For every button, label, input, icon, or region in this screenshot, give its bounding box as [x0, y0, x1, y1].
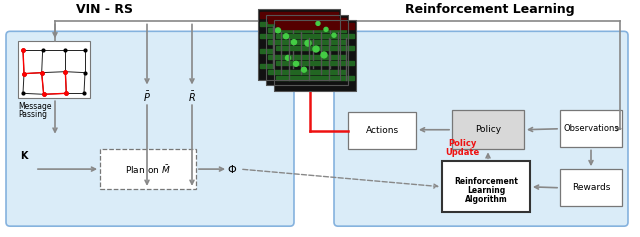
Text: Observations: Observations: [563, 124, 619, 133]
Circle shape: [324, 27, 328, 31]
Bar: [258, 9, 340, 80]
Circle shape: [305, 40, 311, 46]
FancyBboxPatch shape: [334, 31, 628, 226]
Text: $\bar{P}$: $\bar{P}$: [143, 90, 151, 104]
Bar: [274, 20, 356, 91]
Text: Policy: Policy: [475, 125, 501, 134]
FancyBboxPatch shape: [452, 110, 524, 149]
Text: Passing: Passing: [18, 110, 47, 119]
Bar: [276, 46, 354, 50]
Circle shape: [332, 33, 336, 37]
Bar: [266, 15, 348, 86]
Bar: [260, 12, 338, 18]
Bar: [276, 76, 354, 80]
FancyBboxPatch shape: [560, 169, 622, 206]
Bar: [266, 15, 348, 86]
Text: Update: Update: [445, 148, 479, 157]
Bar: [260, 23, 338, 26]
Circle shape: [313, 46, 319, 52]
Text: Message: Message: [18, 102, 51, 111]
Circle shape: [285, 55, 291, 60]
FancyBboxPatch shape: [100, 149, 196, 189]
Bar: [268, 55, 346, 59]
Bar: [274, 20, 356, 91]
Circle shape: [275, 28, 280, 33]
Bar: [260, 34, 338, 38]
Bar: [268, 70, 346, 74]
Text: Rewards: Rewards: [572, 183, 610, 192]
FancyBboxPatch shape: [348, 112, 416, 149]
Text: Policy: Policy: [448, 139, 476, 148]
Bar: [258, 9, 340, 80]
Text: Reinforcement: Reinforcement: [454, 177, 518, 186]
Circle shape: [284, 34, 289, 39]
Circle shape: [294, 61, 298, 66]
FancyBboxPatch shape: [6, 31, 294, 226]
Circle shape: [291, 40, 296, 45]
Text: Reinforcement Learning: Reinforcement Learning: [405, 3, 575, 16]
Circle shape: [321, 52, 327, 58]
Bar: [276, 61, 354, 65]
Bar: [276, 23, 354, 29]
Text: K: K: [20, 151, 28, 161]
Circle shape: [301, 67, 307, 72]
FancyBboxPatch shape: [18, 41, 90, 98]
Text: Learning: Learning: [467, 186, 505, 195]
Text: Plan on $\bar{M}$: Plan on $\bar{M}$: [125, 163, 171, 176]
Bar: [276, 34, 354, 38]
Bar: [260, 49, 338, 53]
Text: Algorithm: Algorithm: [465, 195, 508, 204]
Text: VIN - RS: VIN - RS: [77, 3, 134, 16]
Circle shape: [316, 22, 320, 25]
Bar: [268, 18, 346, 23]
Text: $\bar{R}$: $\bar{R}$: [188, 90, 196, 104]
Bar: [268, 40, 346, 44]
Bar: [260, 64, 338, 68]
FancyBboxPatch shape: [442, 161, 530, 212]
Text: Actions: Actions: [365, 126, 399, 135]
FancyBboxPatch shape: [560, 110, 622, 147]
Text: $\Phi$: $\Phi$: [227, 163, 237, 175]
Bar: [268, 28, 346, 32]
